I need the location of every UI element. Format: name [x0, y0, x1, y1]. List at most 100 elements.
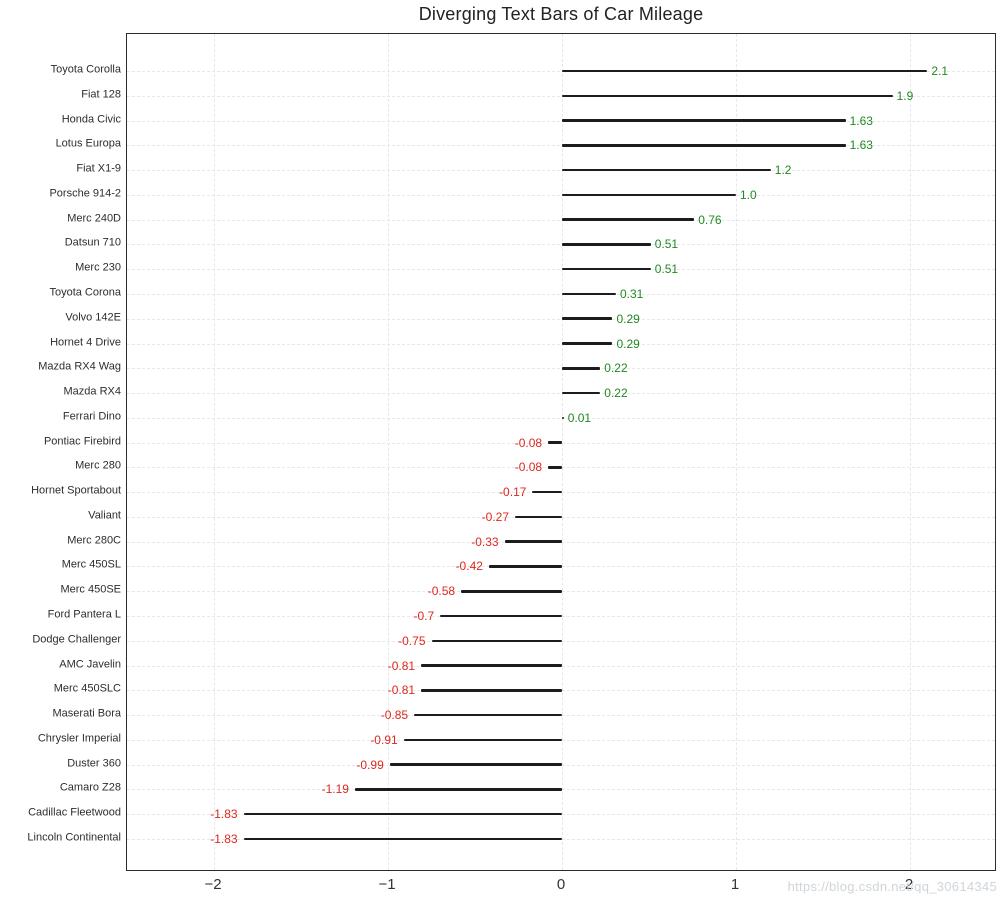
category-label: Mazda RX4 Wag [38, 360, 121, 373]
value-label: 2.1 [931, 64, 949, 78]
category-label: Fiat 128 [81, 88, 121, 101]
gridline-vertical [214, 34, 215, 870]
bar [562, 168, 771, 172]
category-label: Datsun 710 [64, 236, 121, 249]
value-label: -0.33 [471, 534, 499, 549]
bar [562, 193, 736, 197]
bar [532, 490, 562, 494]
category-label: Dodge Challenger [32, 633, 121, 646]
bar [562, 144, 846, 147]
category-label: AMC Javelin [59, 658, 121, 671]
value-label: 1.9 [896, 88, 914, 103]
value-label: 0.01 [567, 410, 592, 425]
value-label: 1.0 [740, 187, 757, 202]
watermark: https://blog.csdn.net/qq_30614345 [787, 879, 997, 894]
value-label: -0.7 [413, 609, 435, 624]
bar [440, 614, 562, 618]
value-label: 0.76 [698, 212, 722, 227]
value-label: 1.63 [849, 138, 873, 153]
category-label: Toyota Corolla [50, 63, 121, 76]
category-label: Merc 280C [67, 534, 121, 547]
x-tick-label: −2 [204, 876, 222, 893]
value-label: -0.42 [455, 559, 483, 574]
category-label: Toyota Corona [49, 286, 121, 299]
bar [562, 292, 616, 296]
x-tick-label: −1 [378, 876, 396, 893]
category-label: Merc 240D [67, 212, 121, 225]
value-label: 1.2 [774, 163, 792, 178]
category-label: Cadillac Fleetwood [28, 806, 121, 819]
value-label: -1.83 [210, 832, 238, 846]
value-label: -0.17 [499, 485, 527, 500]
category-label: Pontiac Firebird [43, 435, 121, 448]
gridline-horizontal [127, 194, 995, 196]
value-label: -0.91 [370, 732, 398, 747]
value-label: -0.08 [514, 460, 543, 475]
category-label: Porsche 914-2 [49, 187, 121, 200]
value-label: 0.29 [616, 336, 640, 351]
category-label: Valiant [88, 509, 121, 522]
gridline-horizontal [127, 269, 995, 271]
category-label: Merc 280 [75, 459, 121, 472]
gridline-horizontal [127, 145, 995, 147]
value-label: 0.22 [604, 361, 628, 376]
bar [562, 94, 893, 98]
category-label: Merc 450SE [60, 583, 121, 596]
bar [504, 540, 562, 543]
bar [562, 243, 651, 246]
gridline-horizontal [127, 170, 995, 172]
gridline-vertical [388, 34, 389, 870]
category-label: Chrysler Imperial [37, 732, 121, 745]
gridline-horizontal [127, 120, 995, 122]
category-label: Merc 450SL [61, 558, 121, 571]
bar [562, 416, 564, 420]
gridline-horizontal [127, 368, 995, 370]
plot-area: 2.1 1.9 1.63 1.63 1.2 1.0 0.76 0.51 0.51 0.31 0.29… [126, 33, 996, 871]
bar [562, 119, 846, 122]
bar [461, 590, 562, 593]
bar [243, 812, 562, 816]
value-label: -0.81 [387, 683, 416, 698]
category-label: Lotus Europa [55, 137, 121, 150]
bar [562, 391, 601, 395]
bar [403, 738, 562, 742]
category-label: Ford Pantera L [47, 608, 121, 621]
bar [421, 664, 562, 667]
category-label: Merc 230 [75, 261, 121, 274]
x-tick-label: 1 [730, 876, 740, 893]
category-label: Ferrari Dino [62, 410, 121, 423]
gridline-horizontal [127, 393, 995, 395]
bar [548, 466, 562, 469]
value-label: -0.81 [387, 658, 416, 673]
value-label: 0.31 [619, 286, 644, 301]
x-tick-label: 0 [556, 876, 566, 893]
bar [515, 515, 562, 519]
bar [562, 267, 651, 271]
value-label: -0.99 [356, 757, 384, 772]
value-label: -0.08 [514, 435, 543, 450]
bar [562, 342, 613, 345]
value-label: -1.83 [210, 807, 238, 822]
value-label: -0.75 [398, 633, 426, 648]
value-label: 0.51 [654, 237, 679, 252]
gridline-horizontal [127, 318, 995, 320]
bar [548, 441, 562, 444]
bar [243, 837, 562, 841]
value-label: 1.63 [849, 113, 873, 128]
category-label: Merc 450SLC [53, 682, 121, 695]
chart-title: Diverging Text Bars of Car Mileage [418, 4, 704, 24]
value-label: 0.22 [604, 386, 628, 401]
category-label: Duster 360 [67, 757, 121, 770]
gridline-vertical [736, 34, 737, 870]
value-label: -0.85 [380, 708, 409, 723]
gridline-horizontal [127, 343, 995, 345]
category-label: Volvo 142E [65, 311, 121, 324]
category-label: Hornet 4 Drive [50, 336, 121, 349]
bar [488, 565, 562, 568]
value-label: -1.19 [321, 782, 349, 797]
bar [562, 69, 928, 73]
bar [354, 788, 562, 791]
value-label: 0.51 [654, 262, 679, 277]
value-label: -0.27 [481, 509, 510, 524]
category-label: Camaro Z28 [59, 781, 121, 794]
